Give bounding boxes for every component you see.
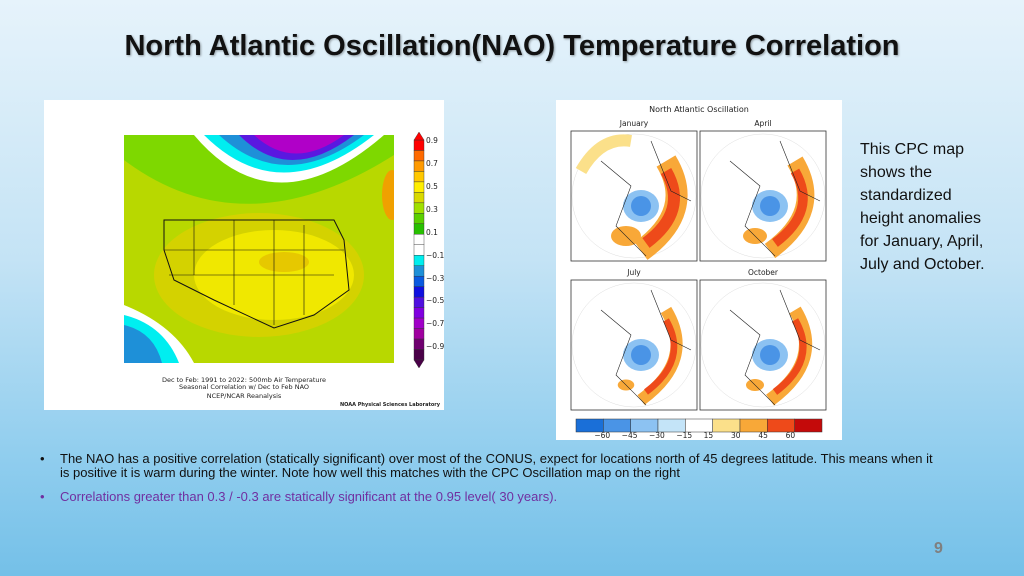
colorbar-label: 0.7 xyxy=(426,158,438,168)
colorbar-label: −30 xyxy=(649,431,665,440)
cpc-nao-map-image: North Atlantic Oscillation January April… xyxy=(556,100,842,440)
panel-label-july: July xyxy=(627,268,641,277)
caption-line-1: Dec to Feb: 1991 to 2022: 500mb Air Temp… xyxy=(161,376,327,384)
colorbar-segment xyxy=(413,202,425,214)
bullet-item: • Correlations greater than 0.3 / -0.3 ar… xyxy=(40,490,940,504)
colorbar-segment xyxy=(413,171,425,183)
colorbar-segment xyxy=(413,338,425,350)
colorbar-label: 0.3 xyxy=(426,204,438,214)
bullet-text: Correlations greater than 0.3 / -0.3 are… xyxy=(60,489,558,504)
bullet-symbol: • xyxy=(40,489,45,504)
colorbar-label: 0.5 xyxy=(426,181,438,191)
colorbar-label: 0.1 xyxy=(426,227,438,237)
colorbar-segment xyxy=(413,234,425,245)
colorbar-segment xyxy=(413,192,425,204)
colorbar-segment xyxy=(413,275,425,287)
colorbar-label: 30 xyxy=(731,431,741,440)
conus-correlation-map xyxy=(124,131,425,369)
bullet-symbol: • xyxy=(40,451,45,466)
bullet-text: The NAO has a positive correlation (stat… xyxy=(60,451,933,480)
colorbar-label: −15 xyxy=(676,431,693,440)
colorbar-label: −60 xyxy=(594,431,611,440)
colorbar-segment xyxy=(413,307,425,319)
cpc-panel-january xyxy=(570,130,698,262)
colorbar-segment xyxy=(413,244,425,256)
colorbar-label: 15 xyxy=(703,431,714,440)
cpc-panel-october xyxy=(699,279,827,411)
colorbar-label: −45 xyxy=(621,431,638,440)
slide-title: North Atlantic Oscillation(NAO) Temperat… xyxy=(124,30,900,62)
colorbar-segment xyxy=(413,286,425,298)
side-description: This CPC map shows the standardized heig… xyxy=(860,141,985,273)
colorbar-segment xyxy=(413,349,425,361)
colorbar-segment xyxy=(413,150,425,162)
colorbar-label: −0.9 xyxy=(426,342,445,352)
bullet-item: • The NAO has a positive correlation (sta… xyxy=(40,452,940,480)
page-number: 9 xyxy=(934,540,943,557)
colorbar-segment xyxy=(413,139,425,151)
colorbar-label: 60 xyxy=(785,431,796,440)
colorbar-segment xyxy=(413,160,425,172)
colorbar-label: 0.9 xyxy=(426,136,438,145)
panel-label-april: April xyxy=(754,119,772,128)
caption-line-3: NCEP/NCAR Reanalysis xyxy=(206,392,282,400)
nao-correlation-map-image: 0.9 0.7 0.5 0.3 0.1 −0.1 −0.3 −0.5 −0.7 −0.9 Dec … xyxy=(44,100,444,410)
colorbar-segment xyxy=(413,296,425,308)
cpc-map-title: North Atlantic Oscillation xyxy=(649,105,749,114)
colorbar-segment xyxy=(413,255,425,266)
panel-label-october: October xyxy=(747,268,778,277)
bullet-list: • The NAO has a positive correlation (sta… xyxy=(40,452,940,504)
colorbar-label: −0.5 xyxy=(426,296,445,306)
credit-label: NOAA Physical Sciences Laboratory xyxy=(339,402,440,408)
colorbar-segment xyxy=(413,213,425,225)
cpc-panels xyxy=(570,130,827,433)
colorbar-segment xyxy=(413,181,425,193)
colorbar-segment xyxy=(413,265,425,277)
colorbar-label: −0.1 xyxy=(426,250,445,260)
cpc-panel-april xyxy=(699,130,827,262)
colorbar-segment xyxy=(413,328,425,340)
panel-label-january: January xyxy=(619,119,649,128)
colorbar-segment xyxy=(794,418,823,433)
colorbar-label: −0.3 xyxy=(426,273,445,283)
colorbar-label: 45 xyxy=(758,431,768,440)
colorbar-segment xyxy=(413,317,425,329)
colorbar-left xyxy=(413,131,425,369)
colorbar-segment xyxy=(413,223,425,235)
cpc-panel-july xyxy=(570,279,698,411)
caption-line-2: Seasonal Correlation w/ Dec to Feb NAO xyxy=(178,383,310,391)
colorbar-label: −0.7 xyxy=(426,319,445,329)
